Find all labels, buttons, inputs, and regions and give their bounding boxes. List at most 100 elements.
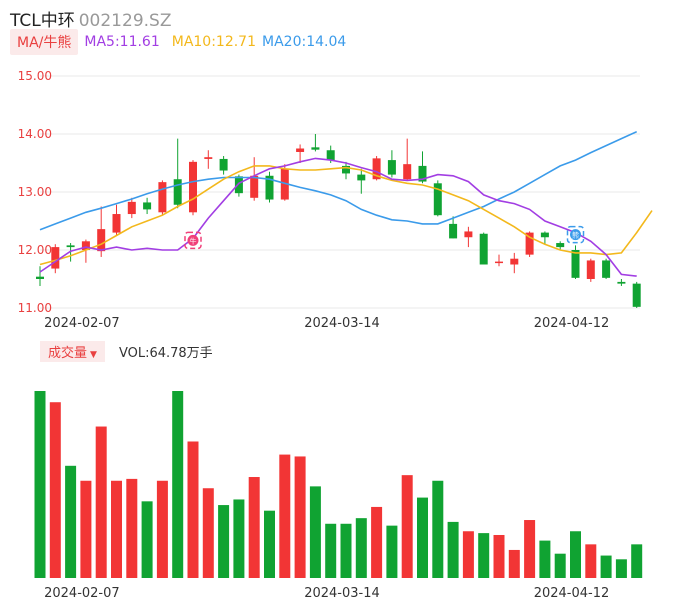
volume-bar[interactable] bbox=[585, 544, 597, 578]
bull-icon[interactable] bbox=[187, 234, 199, 246]
candle-body[interactable] bbox=[51, 247, 60, 269]
candle-body[interactable] bbox=[280, 168, 289, 200]
volume-value: VOL:64.78万手 bbox=[118, 345, 213, 361]
candle-body[interactable] bbox=[403, 164, 412, 180]
candle-body[interactable] bbox=[464, 231, 473, 238]
volume-bar[interactable] bbox=[309, 486, 321, 578]
volume-bar[interactable] bbox=[570, 531, 581, 578]
candle-body[interactable] bbox=[311, 147, 320, 150]
volume-bar[interactable] bbox=[264, 510, 275, 578]
volume-bar[interactable] bbox=[126, 478, 138, 578]
candle-body[interactable] bbox=[449, 223, 458, 239]
candle-body[interactable] bbox=[617, 281, 626, 284]
candle-body[interactable] bbox=[433, 183, 442, 216]
candle-body[interactable] bbox=[510, 258, 519, 265]
volume-indicator-tab[interactable]: 成交量 ▼ bbox=[40, 340, 105, 362]
candle-body[interactable] bbox=[556, 243, 565, 248]
volume-bar[interactable] bbox=[248, 477, 260, 578]
volume-bar[interactable] bbox=[355, 518, 367, 578]
candle-body[interactable] bbox=[189, 161, 197, 213]
volume-bar[interactable] bbox=[187, 441, 199, 578]
candle-body[interactable] bbox=[357, 174, 366, 181]
candle-body[interactable] bbox=[250, 175, 259, 198]
volume-bar[interactable] bbox=[478, 533, 490, 578]
date-tick-label: 2024-02-07 bbox=[44, 316, 120, 331]
volume-bar[interactable] bbox=[508, 549, 520, 578]
bear-icon-frame bbox=[566, 225, 585, 244]
volume-bar[interactable] bbox=[294, 456, 306, 578]
volume-bar[interactable] bbox=[401, 475, 413, 578]
volume-bar[interactable] bbox=[218, 505, 230, 578]
volume-bar[interactable] bbox=[279, 454, 291, 578]
ma20-line bbox=[39, 130, 638, 231]
candle-body[interactable] bbox=[112, 214, 121, 233]
volume-bar[interactable] bbox=[172, 391, 184, 578]
candle-body[interactable] bbox=[36, 276, 44, 279]
stock-title: TCL中环 002129.SZ bbox=[10, 6, 171, 31]
price-tick-label: 14.00 bbox=[18, 127, 52, 141]
volume-bar[interactable] bbox=[462, 531, 474, 578]
volume-bar[interactable] bbox=[493, 534, 505, 578]
candle-body[interactable] bbox=[296, 148, 305, 152]
ma20-value: MA20:14.04 bbox=[262, 34, 347, 50]
ma10-line bbox=[39, 165, 653, 266]
candle-body[interactable] bbox=[372, 158, 381, 180]
volume-bar[interactable] bbox=[432, 480, 444, 578]
candle-body[interactable] bbox=[571, 250, 580, 278]
candle-body[interactable] bbox=[97, 229, 106, 252]
volume-bar[interactable] bbox=[80, 480, 92, 578]
candle-body[interactable] bbox=[219, 158, 228, 171]
volume-bar[interactable] bbox=[417, 497, 428, 578]
volume-bar[interactable] bbox=[34, 391, 46, 578]
candle-body[interactable] bbox=[632, 283, 641, 307]
volume-bar[interactable] bbox=[340, 523, 352, 578]
ma10-value: MA10:12.71 bbox=[171, 34, 257, 50]
volume-bar[interactable] bbox=[141, 501, 153, 578]
volume-bar[interactable] bbox=[386, 525, 398, 578]
volume-bar[interactable] bbox=[539, 540, 551, 578]
candle-body[interactable] bbox=[342, 165, 350, 174]
stock-code: 002129.SZ bbox=[78, 11, 172, 31]
volume-bar[interactable] bbox=[554, 553, 566, 578]
candle-body[interactable] bbox=[173, 179, 182, 205]
candle-body[interactable] bbox=[418, 165, 427, 182]
candle-body[interactable] bbox=[525, 232, 534, 255]
candle-body[interactable] bbox=[265, 175, 274, 200]
candle-body[interactable] bbox=[66, 245, 75, 248]
volume-bar[interactable] bbox=[371, 506, 383, 578]
date-tick-label: 2024-02-07 bbox=[44, 586, 120, 601]
volume-bar[interactable] bbox=[447, 521, 459, 578]
volume-bar[interactable] bbox=[524, 520, 536, 578]
volume-bar[interactable] bbox=[111, 480, 122, 578]
volume-bar[interactable] bbox=[65, 465, 77, 578]
bear-icon-glyph: 熊 bbox=[572, 231, 579, 240]
volume-bar[interactable] bbox=[615, 559, 627, 578]
candle-body[interactable] bbox=[158, 182, 167, 213]
candle-body[interactable] bbox=[234, 176, 243, 194]
volume-bar[interactable] bbox=[202, 488, 214, 578]
volume-bar[interactable] bbox=[233, 499, 245, 578]
volume-bar[interactable] bbox=[95, 426, 107, 578]
candle-body[interactable] bbox=[326, 150, 335, 161]
price-tick-label: 11.00 bbox=[18, 301, 52, 315]
candle-body[interactable] bbox=[586, 260, 595, 279]
bear-icon[interactable] bbox=[570, 229, 581, 241]
volume-bar[interactable] bbox=[600, 555, 612, 578]
candle-body[interactable] bbox=[387, 160, 396, 175]
volume-bar[interactable] bbox=[156, 480, 168, 578]
candle-body[interactable] bbox=[204, 157, 213, 159]
candle-body[interactable] bbox=[495, 261, 503, 264]
volume-bar[interactable] bbox=[49, 402, 61, 578]
bull-icon-glyph: 牛 bbox=[190, 236, 197, 245]
candle-body[interactable] bbox=[479, 233, 488, 265]
ma-indicator-tab[interactable]: MA/牛熊 bbox=[10, 29, 79, 55]
candle-body[interactable] bbox=[127, 201, 136, 215]
candle-body[interactable] bbox=[81, 241, 90, 250]
candle-body[interactable] bbox=[540, 232, 549, 238]
candle-body[interactable] bbox=[143, 202, 152, 210]
candle-body[interactable] bbox=[602, 260, 611, 278]
volume-bar[interactable] bbox=[631, 544, 643, 578]
price-tick-label: 13.00 bbox=[18, 185, 52, 199]
volume-bar[interactable] bbox=[325, 523, 337, 578]
